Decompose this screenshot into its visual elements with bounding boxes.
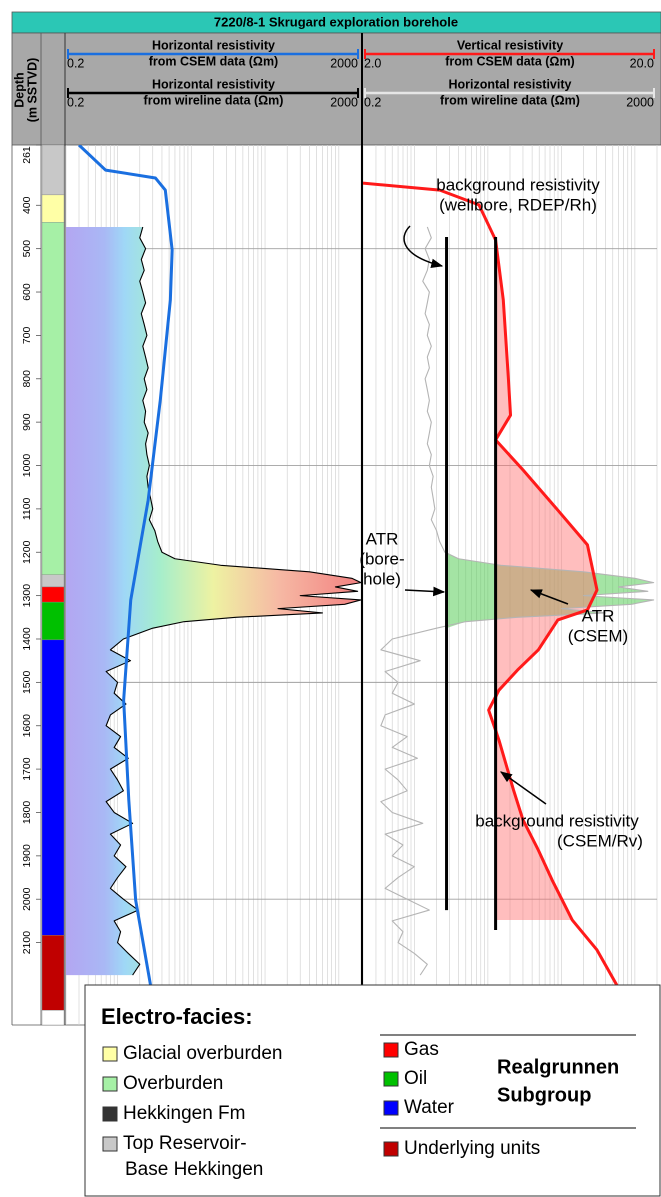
- track-header: from wireline data (Ωm): [144, 93, 284, 107]
- scale-tick-label: 2000: [626, 95, 654, 109]
- legend-group-label: Realgrunnen: [497, 1056, 619, 1078]
- scale-tick-label: 2.0: [364, 56, 381, 70]
- annotation: (CSEM/Rv): [557, 831, 643, 850]
- facies-interval: [41, 1010, 65, 1026]
- annotation: background resistivity: [475, 811, 639, 830]
- annotation: background resistivity: [436, 175, 600, 194]
- legend-swatch: [383, 1042, 399, 1058]
- y-tick-label: 261: [21, 146, 33, 164]
- track-header: from CSEM data (Ωm): [445, 54, 574, 68]
- annotation-arrow: [500, 771, 547, 805]
- y-tick-label: 900: [21, 413, 33, 431]
- resistivity-anomaly-fill: [446, 237, 654, 911]
- plot-area: [66, 145, 658, 1025]
- legend-swatch: [383, 1071, 399, 1087]
- track-header: Horizontal resistivity: [152, 38, 275, 52]
- legend-swatch: [383, 1141, 399, 1157]
- resistivity-anomaly-fill: [495, 239, 597, 921]
- scale-tick-label: 20.0: [630, 56, 654, 70]
- annotation: hole): [363, 569, 401, 588]
- y-tick-label: 2100: [21, 931, 33, 955]
- y-tick-label: 700: [21, 326, 33, 344]
- legend-label: Gas: [404, 1039, 439, 1060]
- y-tick-label: 1800: [21, 801, 33, 825]
- annotation: (wellbore, RDEP/Rh): [439, 195, 597, 214]
- legend-box: [84, 984, 661, 1197]
- legend-swatch: [383, 1100, 399, 1116]
- annotation: ATR: [366, 529, 399, 548]
- track: [66, 145, 361, 1025]
- track-header: from CSEM data (Ωm): [149, 54, 278, 68]
- scale-tick-label: 0.2: [67, 95, 84, 109]
- y-tick-label: 1600: [21, 714, 33, 738]
- resistivity-curve: [380, 226, 655, 976]
- y-tick-label: 1200: [21, 540, 33, 564]
- facies-interval: [41, 639, 65, 936]
- legend-label: Underlying units: [404, 1138, 540, 1159]
- legend-label: Water: [404, 1097, 455, 1118]
- y-tick-label: 1000: [21, 454, 33, 478]
- legend-label: Glacial overburden: [123, 1043, 282, 1064]
- y-tick-label: 1300: [21, 584, 33, 608]
- chart-title: 7220/8-1 Skrugard exploration borehole: [214, 14, 458, 29]
- facies-interval: [41, 574, 65, 588]
- resistivity-area: [66, 226, 361, 976]
- facies-interval: [41, 222, 65, 576]
- legend-swatch: [102, 1136, 118, 1152]
- legend-swatch: [102, 1106, 118, 1122]
- y-tick-label: 1900: [21, 844, 33, 868]
- track-header: from wireline data (Ωm): [440, 93, 580, 107]
- track-header: Vertical resistivity: [457, 38, 563, 52]
- facies-interval: [41, 601, 65, 641]
- legend-title: Electro-facies:: [101, 1004, 253, 1029]
- legend-label: Oil: [404, 1068, 427, 1089]
- track-header: Horizontal resistivity: [449, 77, 572, 91]
- y-tick-label: 800: [21, 370, 33, 388]
- annotation-arrow: [404, 586, 446, 597]
- scale-tick-label: 0.2: [364, 95, 381, 109]
- facies-interval: [41, 144, 65, 196]
- y-tick-label: 400: [21, 196, 33, 214]
- legend-label: Base Hekkingen: [125, 1159, 263, 1180]
- track-header: Horizontal resistivity: [152, 77, 275, 91]
- y-tick-label: 2000: [21, 887, 33, 911]
- scale-tick-label: 2000: [330, 56, 358, 70]
- legend-label: Hekkingen Fm: [123, 1103, 246, 1124]
- y-tick-label: 600: [21, 283, 33, 301]
- y-tick-label: 500: [21, 240, 33, 258]
- y-tick-label: 1100: [21, 497, 33, 520]
- y-tick-label: 1700: [21, 757, 33, 781]
- facies-interval: [41, 935, 65, 1011]
- legend-swatch: [102, 1046, 118, 1062]
- annotation: (CSEM): [568, 626, 628, 645]
- annotation-arrow: [529, 589, 569, 605]
- annotations: background resistivity(wellbore, RDEP/Rh…: [359, 175, 643, 850]
- facies-interval: [41, 194, 65, 223]
- legend: Electro-facies: Glacial overburden Overbur…: [101, 1004, 619, 1180]
- track: [363, 145, 658, 1025]
- scale-tick-label: 2000: [330, 95, 358, 109]
- facies-interval: [41, 586, 65, 603]
- annotation: ATR: [582, 606, 615, 625]
- resistivity-curve: [363, 181, 619, 986]
- y-axis-label: Depth: [12, 72, 26, 107]
- resistivity-curve: [105, 226, 361, 976]
- y-tick-label: 1400: [21, 627, 33, 651]
- y-tick-label: 1500: [21, 671, 33, 695]
- legend-label: Overburden: [123, 1073, 223, 1094]
- annotation-arrow: [403, 225, 444, 269]
- resistivity-curve: [77, 145, 174, 986]
- y-axis-label: (m SSTVD): [25, 58, 39, 123]
- scale-tick-label: 0.2: [67, 56, 84, 70]
- legend-group-label: Subgroup: [497, 1084, 591, 1106]
- legend-label: Top Reservoir-: [123, 1133, 247, 1154]
- header-band: [11, 32, 661, 146]
- annotation: (bore-: [359, 549, 404, 568]
- legend-swatch: [102, 1076, 118, 1092]
